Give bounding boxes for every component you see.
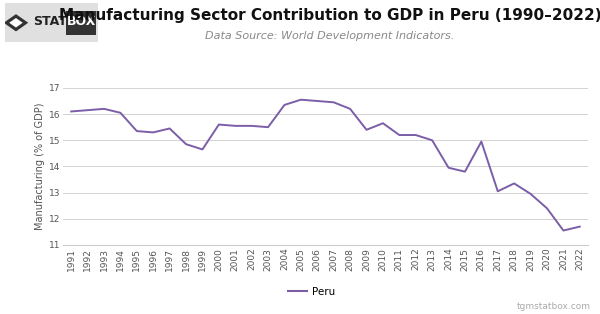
Text: BOX: BOX bbox=[67, 15, 95, 29]
FancyBboxPatch shape bbox=[66, 11, 96, 35]
Polygon shape bbox=[4, 14, 28, 31]
Text: STAT: STAT bbox=[32, 15, 67, 29]
Text: tgmstatbox.com: tgmstatbox.com bbox=[517, 302, 591, 311]
FancyBboxPatch shape bbox=[5, 3, 98, 42]
Polygon shape bbox=[9, 18, 23, 28]
Legend: Peru: Peru bbox=[284, 283, 340, 301]
Text: Data Source: World Development Indicators.: Data Source: World Development Indicator… bbox=[205, 31, 455, 41]
Text: Manufacturing Sector Contribution to GDP in Peru (1990–2022): Manufacturing Sector Contribution to GDP… bbox=[59, 8, 600, 23]
Y-axis label: Manufacturing (% of GDP): Manufacturing (% of GDP) bbox=[35, 103, 44, 230]
